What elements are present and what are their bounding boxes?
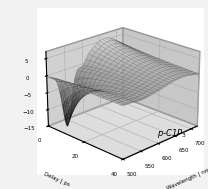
Y-axis label: Delay | ps: Delay | ps [43,171,71,187]
X-axis label: Wavelength | nm: Wavelength | nm [166,167,208,189]
Text: p-C1P$_3$: p-C1P$_3$ [157,127,187,140]
